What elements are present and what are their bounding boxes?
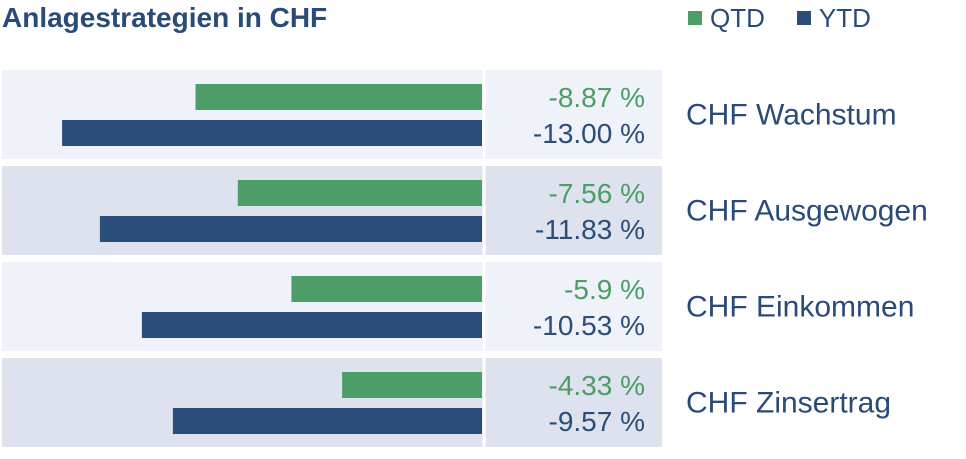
value-label-qtd-chf-wachstum: -8.87 % — [549, 82, 646, 113]
value-label-qtd-chf-zinsertrag: -4.33 % — [549, 370, 646, 401]
legend-item-ytd: YTD — [796, 2, 871, 34]
legend-label-ytd: YTD — [818, 2, 871, 33]
value-label-ytd-chf-wachstum: -13.00 % — [533, 118, 645, 149]
legend-item-qtd: QTD — [688, 3, 765, 34]
legend-swatch-qtd — [688, 11, 702, 25]
bar-ytd-chf-einkommen — [141, 312, 483, 338]
bar-qtd-chf-zinsertrag — [342, 372, 482, 398]
bar-qtd-chf-ausgewogen — [237, 180, 482, 206]
category-label-chf-zinsertrag: CHF Zinsertrag — [686, 387, 891, 420]
bar-ytd-chf-zinsertrag — [172, 408, 482, 434]
category-label-chf-wachstum: CHF Wachstum — [686, 99, 897, 132]
legend: QTD YTD — [688, 0, 903, 36]
value-label-ytd-chf-zinsertrag: -9.57 % — [549, 406, 646, 437]
bar-ytd-chf-wachstum — [62, 120, 482, 146]
bar-qtd-chf-wachstum — [195, 84, 482, 110]
value-label-qtd-chf-einkommen: -5.9 % — [564, 274, 645, 305]
category-label-chf-einkommen: CHF Einkommen — [686, 291, 914, 324]
bar-ytd-chf-ausgewogen — [99, 216, 483, 242]
legend-label-qtd: QTD — [710, 2, 765, 33]
category-label-chf-ausgewogen: CHF Ausgewogen — [686, 195, 928, 228]
legend-swatch-ytd — [796, 11, 811, 25]
value-label-ytd-chf-ausgewogen: -11.83 % — [535, 214, 645, 245]
bar-qtd-chf-einkommen — [291, 276, 482, 302]
value-label-qtd-chf-ausgewogen: -7.56 % — [549, 178, 646, 209]
chart-title: Anlagestrategien in CHF — [2, 2, 328, 33]
value-label-ytd-chf-einkommen: -10.53 % — [533, 310, 645, 341]
